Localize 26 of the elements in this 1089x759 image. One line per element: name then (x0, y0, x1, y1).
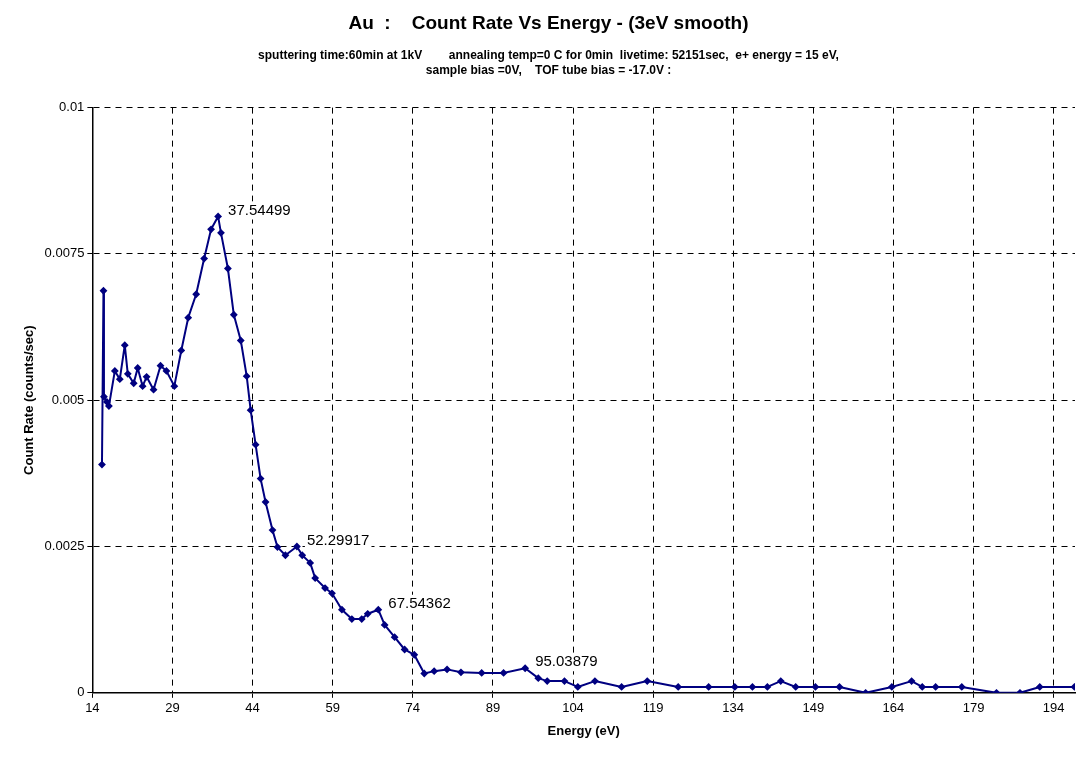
y-axis-title: Count Rate (counts/sec) (21, 325, 37, 475)
x-tick-label: 14 (85, 700, 100, 716)
x-tick-label: 164 (882, 700, 905, 716)
y-tick-label: 0 (77, 684, 85, 700)
annotation: 67.54362 (388, 593, 451, 611)
x-axis-title: Energy (eV) (547, 722, 620, 738)
x-tick-label: 44 (245, 700, 260, 716)
x-tick-label: 134 (722, 700, 745, 716)
x-tick-label: 194 (1042, 700, 1065, 716)
chart-title: Au : Count Rate Vs Energy - (3eV smooth) (348, 11, 749, 33)
y-tick-label: 0.01 (59, 99, 85, 115)
x-tick-label: 104 (562, 700, 584, 716)
chart-subtitle: sputtering time:60min at 1kV annealing temp=0 C for 0min livetime: 52151sec, e+ energy = 15 eV, sample bias =0V, TOF tube bias = -17.0V : (258, 48, 839, 77)
x-tick-label: 149 (802, 700, 825, 716)
x-tick-label: 179 (962, 700, 985, 716)
x-tick-label: 59 (325, 700, 340, 716)
y-tick-label: 0.0075 (44, 245, 85, 261)
y-tick-label: 0.005 (51, 391, 85, 407)
annotation: 37.54499 (228, 200, 291, 218)
x-tick-label: 74 (405, 700, 421, 716)
annotation: 95.03879 (535, 652, 598, 670)
x-tick-label: 29 (165, 700, 180, 716)
x-tick-label: 89 (485, 700, 501, 716)
annotation: 52.29917 (306, 530, 370, 548)
x-tick-label: 119 (642, 700, 664, 716)
y-tick-label: 0.0025 (44, 538, 85, 554)
